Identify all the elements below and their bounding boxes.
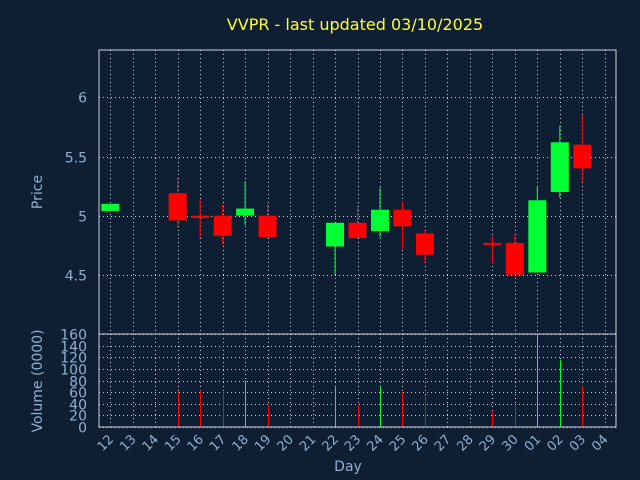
candle-body [213,215,232,236]
price-panel: 4.5 5 5.5 6 [65,49,617,335]
x-axis-label: Day [334,459,362,475]
candle-body [393,209,412,227]
volume-tick-label: 160 [60,328,87,344]
day-tick-label: 27 [432,432,454,454]
day-tick-label: 15 [162,432,184,454]
volume-axis-label: Volume (0000) [30,329,46,432]
day-tick-label: 22 [320,432,342,454]
price-tick-label: 4.5 [65,269,87,285]
day-tick-label: 16 [185,432,207,454]
volume-tick-label: 100 [60,363,87,379]
day-tick-label: 03 [567,432,589,454]
price-axis-label: Price [30,175,46,209]
day-tick-label: 04 [589,432,611,454]
day-tick-label: 18 [230,432,252,454]
volume-tick-label: 80 [69,375,87,391]
candle-body [168,193,187,221]
day-tick-label: 30 [499,432,521,454]
day-tick-label: 17 [207,432,229,454]
day-tick-label: 26 [409,432,431,454]
volume-grid [99,334,616,428]
day-tick-label: 19 [252,432,274,454]
volume-bars [178,334,583,427]
day-tick-label: 28 [454,432,476,454]
volume-tick-label: 0 [78,421,87,437]
candle-body [550,142,569,192]
chart-title: VVPR - last updated 03/10/2025 [227,15,483,34]
day-tick-label: 01 [522,432,544,454]
candle-body [415,233,434,255]
day-tick-label: 13 [117,432,139,454]
price-plot-frame [98,49,617,335]
candle-body [236,208,255,216]
volume-tick-label: 20 [69,409,87,425]
day-tick-label: 12 [95,432,117,454]
price-tick-labels: 4.5 5 5.5 6 [65,91,87,285]
volume-tick-label: 120 [60,351,87,367]
volume-tick-label: 40 [69,398,87,414]
day-tick-label: 24 [364,432,386,454]
candle-body [326,222,345,247]
volume-tick-label: 140 [60,340,87,356]
volume-plot-frame [98,333,617,428]
day-tick-label: 29 [477,432,499,454]
day-tick-label: 23 [342,432,364,454]
price-tick-label: 5 [78,210,87,226]
day-tick-labels: 12 13 14 15 16 17 18 19 20 21 22 23 24 25 26 27 28 29 30 01… [95,432,612,454]
candle-body [483,242,502,245]
day-tick-label: 25 [387,432,409,454]
price-tick-label: 6 [78,91,87,107]
price-tick-label: 5.5 [65,151,87,167]
candle-body [528,200,547,273]
day-tick-label: 21 [297,432,319,454]
candle-body [505,242,524,275]
day-tick-label: 14 [140,432,162,454]
price-candles [101,115,592,278]
day-tick-label: 02 [544,432,566,454]
candle-body [370,209,389,232]
candle-body [101,203,120,211]
candle-body [348,222,367,239]
price-grid [99,50,616,334]
candle-body [573,144,592,169]
candle-body [258,215,277,237]
volume-tick-label: 60 [69,386,87,402]
day-tick-label: 20 [275,432,297,454]
candle-body [191,215,210,219]
